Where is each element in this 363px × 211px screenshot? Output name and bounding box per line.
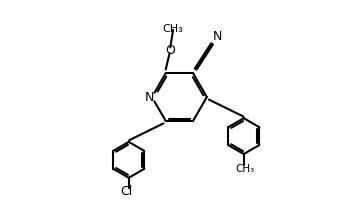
Text: Cl: Cl	[121, 185, 133, 198]
Text: CH₃: CH₃	[163, 24, 183, 34]
Text: CH₃: CH₃	[235, 164, 254, 174]
Text: N: N	[145, 91, 155, 104]
Text: O: O	[165, 44, 175, 57]
Text: N: N	[213, 30, 222, 43]
